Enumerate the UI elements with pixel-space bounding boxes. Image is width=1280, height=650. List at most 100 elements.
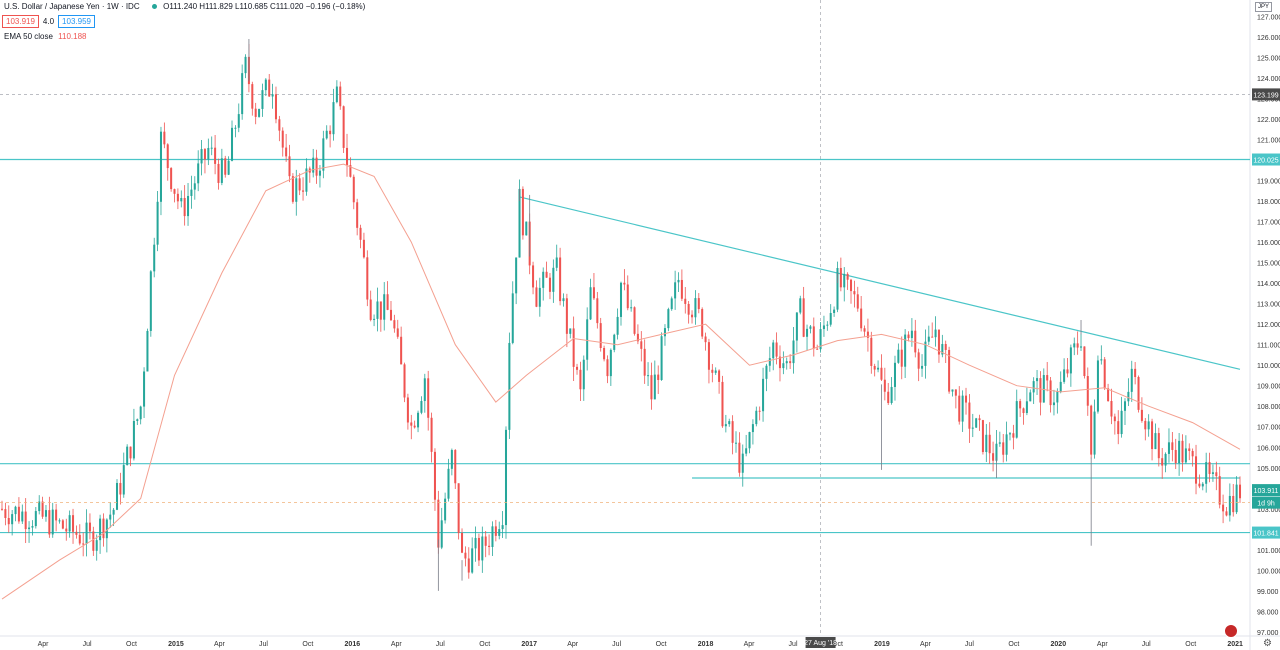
candle-body [1228, 495, 1231, 516]
candle-body [599, 323, 602, 348]
candle-body [1046, 375, 1049, 381]
y-tick-label: 119.000 [1257, 179, 1280, 186]
candle-body [1154, 433, 1157, 450]
candle-body [281, 130, 284, 148]
bid-button[interactable]: 103.919 [2, 15, 39, 28]
candle-body [1144, 420, 1147, 430]
candle-body [592, 287, 595, 299]
candle-body [833, 309, 836, 313]
candle-body [893, 362, 896, 387]
candle-body [1191, 450, 1194, 457]
candle-body [1059, 381, 1062, 392]
candle-body [153, 244, 156, 272]
candle-body [931, 336, 934, 338]
y-tick-label: 108.000 [1257, 404, 1280, 411]
support-price-tag-box [1252, 526, 1280, 539]
y-tick-label: 127.000 [1257, 14, 1280, 21]
crosshair-price-tag: 123.199 [1253, 92, 1278, 99]
indicator-legend[interactable]: EMA 50 close 110.188 [4, 32, 86, 41]
symbol-title[interactable]: U.S. Dollar / Japanese Yen · 1W · IDC [4, 2, 140, 11]
candle-body [1235, 484, 1238, 513]
y-tick-label: 115.000 [1257, 261, 1280, 268]
candle-body [778, 356, 781, 369]
x-tick-label: Jul [436, 641, 445, 648]
candle-body [849, 279, 853, 292]
candle-body [251, 84, 254, 109]
candle-body [748, 432, 751, 449]
ask-button[interactable]: 103.959 [58, 15, 95, 28]
candle-body [694, 298, 697, 318]
candle-body [545, 271, 548, 278]
candle-body [112, 509, 115, 515]
candle-body [586, 319, 589, 360]
crosshair-date-label: 27 Aug '18 [804, 640, 837, 647]
y-tick-label: 107.000 [1257, 425, 1280, 432]
candle-body [329, 130, 332, 135]
gear-icon[interactable]: ⚙ [1263, 638, 1272, 649]
candle-body [433, 451, 436, 500]
candle-body [758, 410, 761, 412]
candle-body [220, 158, 223, 183]
candle-body [406, 397, 409, 423]
candle-body [366, 257, 369, 300]
candle-body [1201, 483, 1204, 487]
candle-body [718, 370, 721, 382]
candle-body [362, 239, 365, 258]
candle-body [548, 277, 551, 292]
candle-body [1117, 421, 1120, 435]
candle-body [802, 298, 805, 337]
candle-body [48, 510, 51, 535]
candle-body [728, 421, 731, 425]
candle-body [765, 365, 768, 379]
candle-body [1137, 377, 1140, 410]
candle-body [180, 197, 183, 202]
x-tick-label: 2018 [698, 641, 714, 648]
us-flag-icon [1224, 624, 1238, 638]
candle-body [244, 56, 247, 74]
candle-body [816, 348, 819, 350]
candle-body [268, 79, 271, 97]
candle-body [988, 434, 991, 454]
candle-body [619, 282, 623, 317]
candle-body [1032, 381, 1035, 393]
candle-body [227, 160, 230, 175]
candle-body [1096, 360, 1099, 412]
candle-body [254, 108, 257, 117]
candle-body [927, 336, 930, 342]
x-tick-label: 2017 [521, 641, 537, 648]
candle-body [322, 138, 325, 171]
candle-body [126, 446, 129, 466]
candle-body [542, 271, 545, 288]
candle-body [809, 326, 812, 329]
candle-body [795, 312, 798, 341]
candle-body [410, 422, 413, 426]
candle-body [1090, 405, 1093, 455]
candle-body [258, 108, 261, 117]
candle-body [1161, 458, 1164, 466]
y-tick-label: 109.000 [1257, 384, 1280, 391]
candle-body [119, 482, 122, 495]
candle-body [261, 90, 264, 109]
candle-body [981, 420, 984, 453]
candle-body [156, 201, 159, 245]
candle-body [670, 298, 673, 310]
candle-body [1195, 456, 1198, 484]
candle-body [944, 344, 947, 350]
candle-body [667, 309, 670, 329]
candle-body [413, 425, 416, 428]
x-tick-label: Apr [567, 641, 579, 648]
candle-body [55, 509, 58, 521]
candle-body [1063, 369, 1066, 382]
candle-body [420, 400, 423, 413]
candle-body [870, 337, 873, 366]
x-tick-label: 2019 [874, 641, 890, 648]
candle-body [214, 147, 217, 164]
candle-body [711, 369, 714, 373]
candle-body [170, 168, 173, 190]
bar-countdown-tag: 1d 9h [1257, 501, 1275, 508]
currency-button[interactable]: JPY [1254, 2, 1272, 12]
candle-body [738, 442, 741, 473]
candle-body [660, 336, 663, 380]
last-price-tag: 103.911 [1254, 488, 1279, 495]
